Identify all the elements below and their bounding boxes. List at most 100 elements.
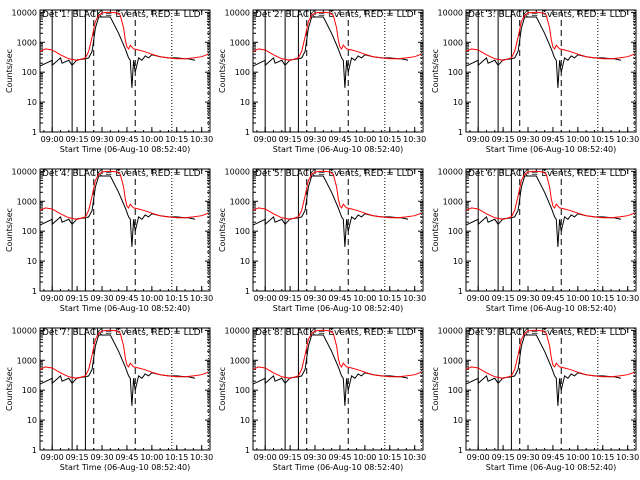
y-tick-label: 10000 bbox=[12, 326, 37, 335]
panel-title: Det 2: BLACK = Events, RED = LLD bbox=[255, 10, 414, 20]
y-tick-label: 1000 bbox=[17, 356, 37, 365]
y-tick-label: 100 bbox=[448, 68, 463, 77]
y-tick-label: 10 bbox=[240, 98, 250, 107]
x-tick-label: 10:15 bbox=[378, 135, 401, 144]
y-tick-label: 1 bbox=[245, 287, 250, 296]
y-axis-label: Counts/sec bbox=[218, 208, 227, 252]
y-tick-label: 1000 bbox=[443, 197, 463, 206]
y-tick-label: 100 bbox=[448, 386, 463, 395]
panel-title: Det 7: BLACK = Events, RED = LLD bbox=[42, 328, 201, 338]
panel-title: Det 6: BLACK = Events, RED = LLD bbox=[468, 169, 627, 179]
x-axis-label: Start Time (06-Aug-10 08:52:40) bbox=[60, 463, 191, 472]
y-tick-label: 10000 bbox=[438, 326, 463, 335]
plot-frame bbox=[252, 168, 424, 292]
x-axis-label: Start Time (06-Aug-10 08:52:40) bbox=[60, 304, 191, 313]
y-tick-label: 10000 bbox=[438, 8, 463, 17]
y-tick-label: 10000 bbox=[225, 326, 250, 335]
series-line-lld bbox=[39, 170, 209, 220]
y-tick-label: 1 bbox=[32, 128, 37, 137]
x-tick-label: 09:45 bbox=[328, 135, 351, 144]
x-tick-label: 10:00 bbox=[140, 135, 163, 144]
y-tick-label: 1 bbox=[458, 128, 463, 137]
x-tick-label: 09:30 bbox=[303, 294, 326, 303]
y-tick-label: 10 bbox=[27, 257, 37, 266]
x-tick-label: 09:15 bbox=[279, 135, 302, 144]
x-tick-label: 10:00 bbox=[353, 294, 376, 303]
plot-frame bbox=[465, 168, 637, 292]
y-tick-label: 10 bbox=[27, 416, 37, 425]
y-tick-label: 1000 bbox=[230, 356, 250, 365]
y-axis-label: Counts/sec bbox=[5, 49, 14, 93]
x-tick-label: 09:45 bbox=[115, 135, 138, 144]
y-tick-label: 10 bbox=[453, 257, 463, 266]
x-tick-label: 10:00 bbox=[353, 453, 376, 462]
y-tick-label: 10 bbox=[453, 416, 463, 425]
series-line-lld bbox=[252, 329, 422, 379]
x-axis-label: Start Time (06-Aug-10 08:52:40) bbox=[273, 463, 404, 472]
plot-frame bbox=[465, 9, 637, 133]
y-axis-label: Counts/sec bbox=[431, 208, 440, 252]
panel-title: Det 8: BLACK = Events, RED = LLD bbox=[255, 328, 414, 338]
x-tick-label: 09:00 bbox=[41, 135, 64, 144]
y-tick-label: 10 bbox=[27, 98, 37, 107]
x-tick-label: 09:30 bbox=[90, 294, 113, 303]
y-tick-label: 1 bbox=[245, 128, 250, 137]
x-tick-label: 10:30 bbox=[616, 294, 639, 303]
series-line-lld bbox=[39, 11, 209, 61]
y-tick-label: 10000 bbox=[438, 167, 463, 176]
y-axis-label: Counts/sec bbox=[5, 367, 14, 411]
plot-frame bbox=[252, 9, 424, 133]
x-tick-label: 09:45 bbox=[328, 294, 351, 303]
x-axis-label: Start Time (06-Aug-10 08:52:40) bbox=[486, 463, 617, 472]
x-tick-label: 09:00 bbox=[41, 294, 64, 303]
y-tick-label: 1000 bbox=[443, 356, 463, 365]
x-tick-label: 09:15 bbox=[279, 294, 302, 303]
x-tick-label: 09:15 bbox=[66, 294, 89, 303]
x-tick-label: 10:00 bbox=[566, 135, 589, 144]
x-tick-label: 10:15 bbox=[378, 294, 401, 303]
series-line-lld bbox=[465, 329, 635, 379]
panel-7: Det 7: BLACK = Events, RED = LLD 1 10 100 10… bbox=[5, 326, 213, 472]
y-tick-label: 1000 bbox=[443, 38, 463, 47]
panel-8: Det 8: BLACK = Events, RED = LLD 1 10 100 10… bbox=[218, 326, 426, 472]
panel-title: Det 9: BLACK = Events, RED = LLD bbox=[468, 328, 627, 338]
x-tick-label: 09:30 bbox=[303, 135, 326, 144]
x-tick-label: 10:15 bbox=[591, 453, 614, 462]
x-tick-label: 09:00 bbox=[254, 294, 277, 303]
x-tick-label: 10:30 bbox=[190, 294, 213, 303]
panel-5: Det 5: BLACK = Events, RED = LLD 1 10 100 10… bbox=[218, 167, 426, 313]
series-line-lld bbox=[252, 170, 422, 220]
series-line-lld bbox=[465, 170, 635, 220]
y-axis-label: Counts/sec bbox=[218, 367, 227, 411]
y-tick-label: 10 bbox=[240, 257, 250, 266]
x-tick-label: 10:00 bbox=[140, 453, 163, 462]
series-line-lld bbox=[465, 11, 635, 61]
x-tick-label: 10:00 bbox=[140, 294, 163, 303]
x-tick-label: 10:15 bbox=[591, 135, 614, 144]
y-tick-label: 100 bbox=[235, 68, 250, 77]
x-tick-label: 09:45 bbox=[541, 135, 564, 144]
x-tick-label: 10:00 bbox=[353, 135, 376, 144]
y-tick-label: 10 bbox=[453, 98, 463, 107]
panel-3: Det 3: BLACK = Events, RED = LLD 1 10 100 10… bbox=[431, 8, 639, 154]
x-axis-label: Start Time (06-Aug-10 08:52:40) bbox=[60, 145, 191, 154]
x-tick-label: 09:45 bbox=[115, 453, 138, 462]
x-tick-label: 09:45 bbox=[115, 294, 138, 303]
x-tick-label: 09:15 bbox=[279, 453, 302, 462]
y-tick-label: 1000 bbox=[230, 38, 250, 47]
x-tick-label: 09:30 bbox=[90, 135, 113, 144]
y-tick-label: 1 bbox=[245, 446, 250, 455]
x-tick-label: 10:30 bbox=[190, 135, 213, 144]
y-tick-label: 10000 bbox=[225, 8, 250, 17]
y-tick-label: 100 bbox=[22, 68, 37, 77]
y-axis-label: Counts/sec bbox=[431, 49, 440, 93]
x-tick-label: 09:15 bbox=[66, 453, 89, 462]
panel-title: Det 1: BLACK = Events, RED = LLD bbox=[42, 10, 201, 20]
x-tick-label: 10:30 bbox=[190, 453, 213, 462]
y-tick-label: 100 bbox=[22, 227, 37, 236]
x-tick-label: 09:00 bbox=[41, 453, 64, 462]
y-tick-label: 1 bbox=[458, 287, 463, 296]
x-tick-label: 09:45 bbox=[541, 453, 564, 462]
y-tick-label: 1000 bbox=[17, 197, 37, 206]
series-line-lld bbox=[39, 329, 209, 379]
